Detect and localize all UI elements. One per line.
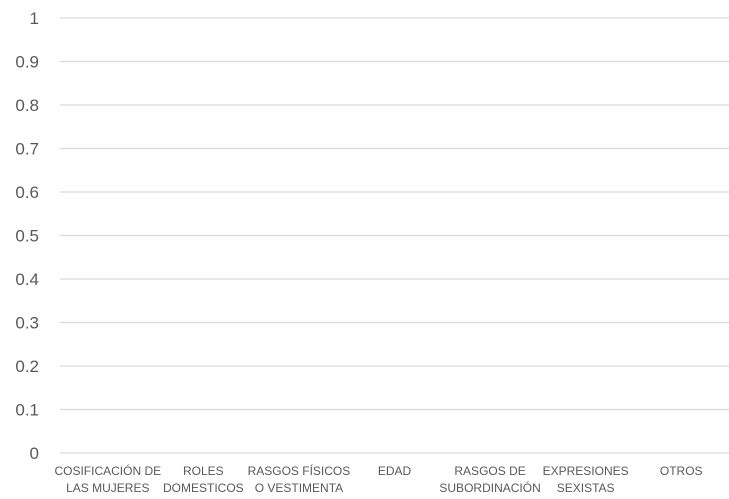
y-tick-label: 0.8 (15, 96, 39, 115)
x-tick-label: COSIFICACIÓN DE LAS MUJERES (54, 463, 161, 495)
y-tick-label: 0.3 (15, 314, 39, 333)
x-tick-label: ROLES DOMESTICOS (163, 464, 244, 495)
y-tick-label: 0.1 (15, 401, 39, 420)
x-tick-label: RASGOS DE SUBORDINACIÓN (439, 464, 540, 495)
y-tick-label: 0.6 (15, 183, 39, 202)
y-tick-label: 0 (30, 444, 39, 463)
y-tick-label: 0.9 (15, 53, 39, 72)
x-tick-label: EXPRESIONES SEXISTAS (543, 464, 629, 495)
y-tick-label: 0.4 (15, 270, 39, 289)
y-axis-tick-labels: 0 0.1 0.2 0.3 0.4 0.5 0.6 0.7 0.8 0.9 1 (15, 9, 39, 463)
x-tick-label: RASGOS FÍSICOS O VESTIMENTA (248, 463, 351, 495)
x-tick-label: OTROS (660, 464, 703, 478)
y-tick-label: 1 (30, 9, 39, 28)
y-tick-label: 0.2 (15, 357, 39, 376)
y-tick-label: 0.7 (15, 140, 39, 159)
x-tick-label: EDAD (378, 464, 412, 478)
gridlines (60, 17, 729, 454)
y-tick-label: 0.5 (15, 227, 39, 246)
